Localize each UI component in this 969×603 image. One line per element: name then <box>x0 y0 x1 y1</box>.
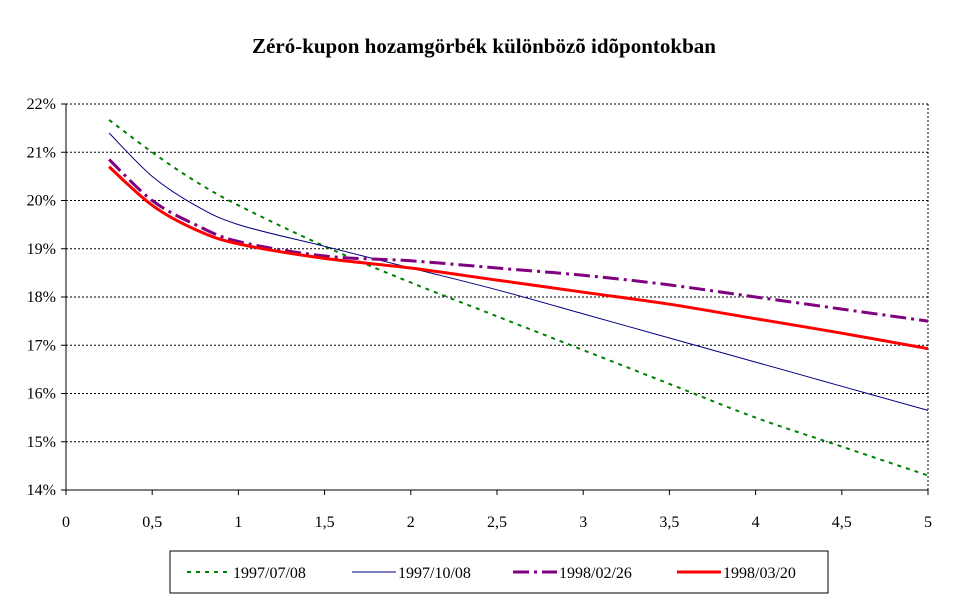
y-tick-label: 14% <box>27 482 56 499</box>
y-tick-label: 20% <box>27 193 56 210</box>
series-line-1 <box>108 119 929 477</box>
chart-title: Zéró-kupon hozamgörbék különbözõ idõpont… <box>252 34 716 58</box>
series-lines <box>108 119 929 477</box>
series-line-3 <box>108 158 929 323</box>
y-tick-label: 19% <box>27 241 56 258</box>
legend: 1997/07/08 1997/10/08 1998/02/26 1998/03/20 <box>169 550 829 594</box>
x-tick-label: 1 <box>234 514 242 531</box>
x-tick-label: 3,5 <box>659 514 679 531</box>
y-tick-label: 17% <box>27 337 56 354</box>
legend-label-2: 1997/10/08 <box>398 565 471 582</box>
legend-label-1: 1997/07/08 <box>233 565 306 582</box>
x-tick-label: 0,5 <box>142 514 162 531</box>
x-tick-label: 4,5 <box>832 514 852 531</box>
x-tick-label: 1,5 <box>315 514 335 531</box>
axes: 14% 15% 16% 17% 18% 19% 20% 21% 22% 0 0,5 1 1,5 2 2,5 3… <box>27 96 932 531</box>
x-tick-label: 4 <box>752 514 760 531</box>
x-tick-label: 2,5 <box>487 514 507 531</box>
y-tick-label: 21% <box>27 144 56 161</box>
legend-label-3: 1998/02/26 <box>559 565 632 582</box>
x-tick-label: 0 <box>62 514 70 531</box>
x-tick-label: 5 <box>924 514 932 531</box>
series-line-4 <box>108 165 929 351</box>
series-line-2 <box>108 132 929 411</box>
y-tick-label: 18% <box>27 289 56 306</box>
legend-label-4: 1998/03/20 <box>723 565 796 582</box>
grid-lines <box>66 103 929 490</box>
y-tick-label: 15% <box>27 434 56 451</box>
x-tick-label: 2 <box>407 514 415 531</box>
x-tick-label: 3 <box>579 514 587 531</box>
y-tick-label: 22% <box>27 96 56 113</box>
y-tick-label: 16% <box>27 386 56 403</box>
